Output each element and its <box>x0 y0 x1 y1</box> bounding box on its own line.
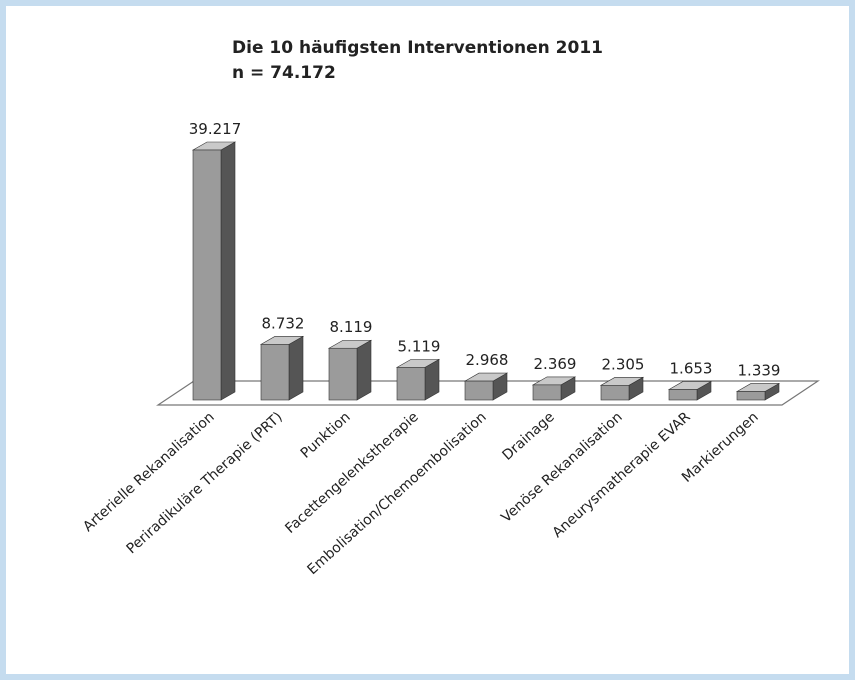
bar <box>464 380 494 401</box>
value-label: 1.653 <box>670 359 713 377</box>
chart-subtitle: n = 74.172 <box>232 63 336 83</box>
value-label: 2.968 <box>466 351 509 369</box>
bar <box>736 391 766 401</box>
bar <box>328 347 358 401</box>
x-tick-label: Aneurysmatherapie EVAR <box>550 409 694 541</box>
bar-side <box>356 339 372 401</box>
value-label: 1.339 <box>738 361 781 379</box>
x-tick-label: Venöse Rekanalisation <box>498 409 625 526</box>
bar <box>192 149 222 401</box>
bar-side <box>288 335 304 401</box>
bar <box>396 367 426 401</box>
x-tick-label: Facettengelenkstherapie <box>282 409 421 537</box>
value-label: 8.119 <box>330 318 373 336</box>
value-label: 2.305 <box>602 355 645 373</box>
value-label: 39.217 <box>189 120 242 138</box>
bar <box>260 344 290 401</box>
value-label: 8.732 <box>262 314 305 332</box>
bar-side <box>220 141 236 401</box>
x-tick-label: Punktion <box>298 409 354 462</box>
x-tick-label: Arterielle Rekanalisation <box>80 409 218 535</box>
bar <box>600 385 630 401</box>
bar <box>668 389 698 401</box>
x-tick-label: Drainage <box>499 409 557 464</box>
value-label: 2.369 <box>534 355 577 373</box>
chart-title: Die 10 häufigsten Interventionen 2011 <box>232 38 603 58</box>
value-label: 5.119 <box>398 337 441 355</box>
bar <box>532 384 562 401</box>
